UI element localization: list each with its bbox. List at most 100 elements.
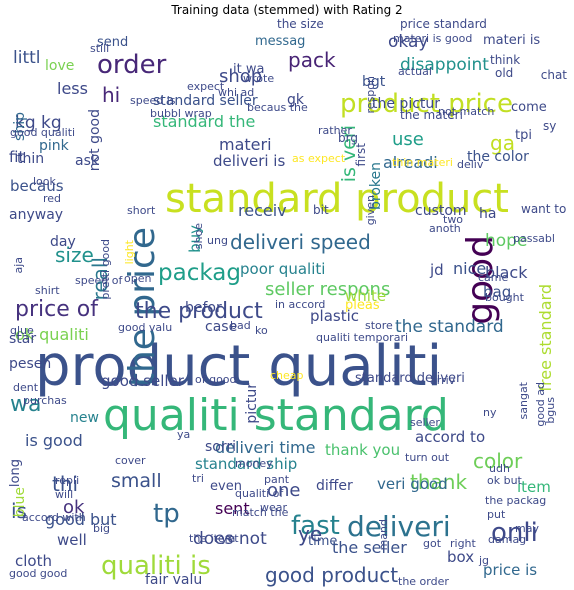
cloud-word: the materi bbox=[400, 108, 463, 122]
cloud-word: right bbox=[450, 537, 476, 550]
cloud-word: tri bbox=[192, 472, 204, 485]
cloud-word: the standard bbox=[395, 317, 504, 337]
cloud-word: becaus the bbox=[247, 101, 308, 114]
cloud-word: star bbox=[9, 331, 37, 347]
cloud-word: accord with bbox=[22, 511, 86, 524]
cloud-word: wear bbox=[260, 501, 288, 514]
cloud-word: bought bbox=[485, 291, 524, 304]
cloud-word: box bbox=[447, 548, 475, 566]
cloud-word: qualiti temporari bbox=[316, 331, 409, 344]
cloud-word: dent bbox=[13, 381, 39, 394]
cloud-word: come bbox=[511, 100, 547, 115]
cloud-word: cover bbox=[115, 454, 146, 467]
cloud-word: cheap bbox=[270, 369, 304, 382]
cloud-word: becaus bbox=[10, 177, 64, 195]
cloud-word: anyway bbox=[9, 207, 64, 223]
cloud-word: item bbox=[517, 478, 551, 496]
cloud-word: befor bbox=[185, 300, 222, 316]
cloud-word: in accord bbox=[275, 298, 326, 311]
cloud-word: pack bbox=[288, 48, 336, 72]
cloud-word: long bbox=[8, 459, 23, 488]
cloud-word: jd bbox=[430, 261, 444, 279]
cloud-word: put bbox=[487, 508, 506, 521]
cloud-word: ha bbox=[479, 206, 497, 222]
cloud-word: pleas bbox=[345, 298, 380, 313]
cloud-word: thin bbox=[17, 151, 45, 167]
cloud-word: well bbox=[57, 531, 87, 549]
cloud-word: pant bbox=[264, 473, 290, 486]
cloud-word: tp bbox=[153, 499, 180, 529]
cloud-word: fast bbox=[291, 511, 340, 541]
cloud-word: ga bbox=[490, 131, 515, 155]
cloud-word: materi is good bbox=[393, 32, 473, 45]
cloud-word: mand bbox=[377, 519, 390, 551]
cloud-word: the order bbox=[398, 575, 449, 588]
cloud-word: ok bbox=[63, 497, 85, 518]
cloud-word: of good bbox=[195, 373, 237, 386]
cloud-word: given bbox=[364, 195, 377, 226]
cloud-word: the size bbox=[277, 17, 324, 31]
cloud-word: the item bbox=[189, 532, 236, 545]
cloud-word: deliveri time bbox=[215, 438, 316, 457]
cloud-word: first bbox=[354, 143, 368, 167]
cloud-word: gk bbox=[287, 92, 304, 108]
cloud-word: custom bbox=[415, 203, 467, 219]
cloud-word: free standard bbox=[536, 284, 555, 392]
cloud-word: use bbox=[392, 129, 424, 150]
cloud-word: damag bbox=[488, 533, 527, 546]
cloud-word: good good bbox=[9, 567, 68, 580]
cloud-word: yet bbox=[221, 532, 239, 545]
cloud-word: shop bbox=[219, 66, 263, 87]
cloud-word: littl bbox=[13, 48, 41, 68]
cloud-word: one bbox=[267, 480, 301, 501]
cloud-word: it wa bbox=[233, 62, 265, 77]
cloud-word: the seller bbox=[332, 538, 407, 557]
cloud-word: turn out bbox=[405, 451, 450, 464]
cloud-word: ok qualiti bbox=[15, 325, 89, 344]
cloud-word: speed of bbox=[75, 274, 123, 287]
cloud-word: light bbox=[123, 240, 136, 265]
cloud-word: send bbox=[97, 35, 129, 50]
cloud-word: ny bbox=[483, 406, 497, 419]
cloud-word: order bbox=[97, 50, 167, 80]
cloud-word: big bbox=[93, 522, 111, 535]
cloud-word: price of bbox=[15, 297, 98, 322]
cloud-word: case bbox=[205, 319, 238, 335]
cloud-word: the packag bbox=[485, 494, 547, 507]
cloud-word: ask bbox=[75, 153, 99, 169]
cloud-word: deliveri bbox=[347, 510, 451, 543]
cloud-word: onli bbox=[491, 518, 538, 548]
cloud-word: bit bbox=[313, 203, 329, 217]
cloud-word: packag bbox=[158, 260, 241, 286]
cloud-word: is good bbox=[25, 431, 83, 450]
cloud-word: standard ship bbox=[195, 455, 298, 473]
cloud-word: short bbox=[127, 204, 156, 217]
cloud-word: pretti good bbox=[99, 239, 112, 300]
cloud-word: bubbl wrap bbox=[150, 107, 212, 120]
cloud-word: open bbox=[124, 272, 152, 285]
cloud-word: two bbox=[443, 213, 464, 226]
cloud-word: still bbox=[90, 42, 110, 55]
cloud-word: does not bbox=[193, 529, 267, 549]
cloud-word: aja bbox=[12, 257, 25, 274]
cloud-word: seller respons bbox=[265, 279, 391, 300]
cloud-word: plastic bbox=[310, 307, 359, 325]
cloud-word: veri good bbox=[377, 475, 448, 493]
cloud-word: wrote bbox=[243, 72, 275, 85]
cloud-word: standard product bbox=[165, 176, 509, 222]
cloud-word: new bbox=[70, 410, 99, 426]
cloud-word: passabl bbox=[513, 232, 555, 245]
cloud-word: shoe bbox=[192, 223, 205, 250]
cloud-word: will bbox=[55, 488, 74, 501]
chart-title: Training data (stemmed) with Rating 2 bbox=[171, 3, 403, 17]
cloud-word: materi is bbox=[483, 33, 541, 48]
cloud-word: deliveri is bbox=[213, 152, 286, 170]
cloud-word: love bbox=[45, 58, 75, 74]
cloud-word: kg kg bbox=[15, 113, 62, 133]
cloud-word: got bbox=[423, 537, 442, 550]
cloud-word: pictur bbox=[244, 383, 260, 424]
cloud-word: messag bbox=[255, 34, 306, 49]
cloud-word: day bbox=[50, 234, 76, 250]
cloud-word: time bbox=[308, 534, 338, 549]
cloud-word: shirt bbox=[35, 284, 60, 297]
